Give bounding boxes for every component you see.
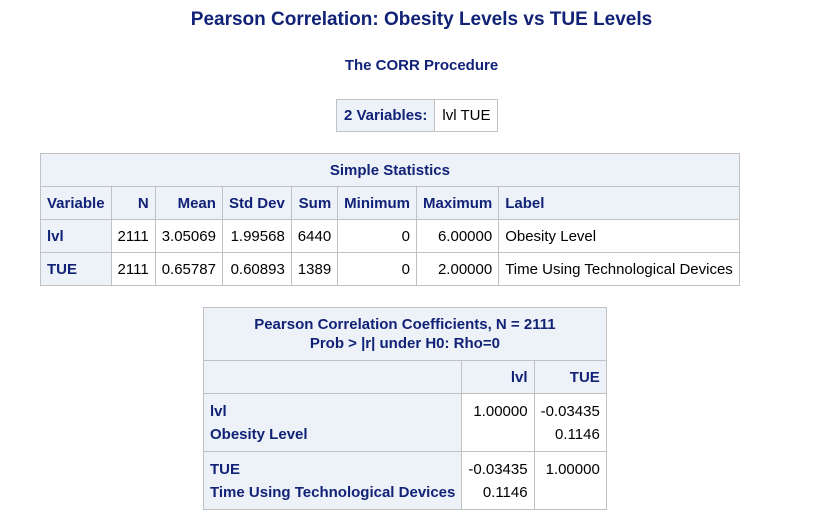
- column-header: N: [110, 186, 156, 220]
- cell-n: 2111: [110, 219, 156, 253]
- correlation-cell: 1.00000: [533, 451, 607, 510]
- row-header: TUE Time Using Technological Devices: [202, 451, 463, 510]
- correlation-cell: -0.03435 0.1146: [533, 393, 607, 452]
- cell-label: Time Using Technological Devices: [498, 252, 740, 286]
- column-header: Std Dev: [221, 186, 292, 220]
- variables-box: 2 Variables: lvl TUE: [335, 99, 499, 132]
- column-header: Sum: [290, 186, 339, 220]
- page-title: Pearson Correlation: Obesity Levels vs T…: [190, 9, 653, 30]
- table-row: lvl Obesity Level 1.00000 -0.03435 0.114…: [202, 393, 607, 452]
- simple-statistics-table: Simple Statistics Variable N Mean Std De…: [40, 153, 740, 286]
- table-row: lvl 2111 3.05069 1.99568 6440 0 6.00000 …: [40, 219, 740, 253]
- variables-value: lvl TUE: [434, 99, 499, 132]
- coefficient-value: 1.00000: [545, 461, 600, 478]
- correlation-caption: Pearson Correlation Coefficients, N = 21…: [203, 307, 607, 361]
- row-header: lvl: [40, 219, 112, 253]
- cell-sum: 6440: [290, 219, 339, 253]
- column-header: Mean: [154, 186, 223, 220]
- table-row: TUE 2111 0.65787 0.60893 1389 0 2.00000 …: [40, 252, 740, 286]
- correlation-table: Pearson Correlation Coefficients, N = 21…: [202, 307, 607, 510]
- table-header-row: lvl TUE: [202, 360, 607, 394]
- cell-std-dev: 1.99568: [221, 219, 292, 253]
- cell-mean: 0.65787: [154, 252, 223, 286]
- cell-sum: 1389: [290, 252, 339, 286]
- row-label: Time Using Technological Devices: [210, 484, 456, 501]
- row-label: Obesity Level: [210, 426, 308, 443]
- column-header: TUE: [533, 360, 607, 394]
- correlation-cell: 1.00000: [461, 393, 535, 452]
- row-header: TUE: [40, 252, 112, 286]
- column-header: Variable: [40, 186, 112, 220]
- p-value: 0.1146: [482, 484, 528, 501]
- corner-header-cell: [202, 360, 463, 394]
- cell-mean: 3.05069: [154, 219, 223, 253]
- simple-statistics-caption: Simple Statistics: [40, 153, 740, 187]
- procedure-subtitle: The CORR Procedure: [344, 57, 499, 74]
- row-variable: TUE: [210, 461, 240, 478]
- table-header-row: Variable N Mean Std Dev Sum Minimum Maxi…: [40, 186, 740, 220]
- cell-maximum: 6.00000: [416, 219, 500, 253]
- variables-label: 2 Variables:: [335, 99, 436, 132]
- coefficient-value: -0.03435: [540, 403, 600, 420]
- cell-minimum: 0: [337, 219, 418, 253]
- cell-maximum: 2.00000: [416, 252, 500, 286]
- correlation-cell: -0.03435 0.1146: [461, 451, 535, 510]
- column-header: Minimum: [337, 186, 418, 220]
- table-row: TUE Time Using Technological Devices -0.…: [202, 451, 607, 510]
- coefficient-value: 1.00000: [473, 403, 528, 420]
- column-header: Maximum: [416, 186, 500, 220]
- correlation-caption-line2: Prob > |r| under H0: Rho=0: [309, 335, 500, 352]
- row-variable: lvl: [210, 403, 227, 420]
- p-value: 0.1146: [555, 426, 600, 443]
- coefficient-value: -0.03435: [468, 461, 528, 478]
- column-header: lvl: [461, 360, 535, 394]
- cell-std-dev: 0.60893: [221, 252, 292, 286]
- correlation-caption-line1: Pearson Correlation Coefficients, N = 21…: [254, 316, 556, 333]
- row-header: lvl Obesity Level: [202, 393, 463, 452]
- column-header: Label: [498, 186, 740, 220]
- cell-minimum: 0: [337, 252, 418, 286]
- cell-n: 2111: [110, 252, 156, 286]
- cell-label: Obesity Level: [498, 219, 740, 253]
